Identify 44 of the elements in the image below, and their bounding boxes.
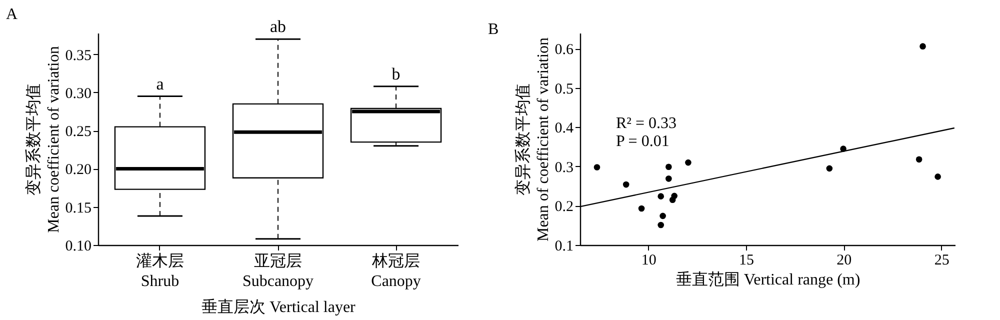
x-tick-label: 25 — [934, 252, 950, 268]
y-tick-label: 0.1 — [554, 238, 574, 254]
annotation: R² = 0.33 — [616, 115, 676, 132]
y-tick-label: 0.25 — [65, 124, 92, 140]
point — [658, 222, 664, 228]
chart-title: A — [6, 6, 18, 24]
y-tick-label: 0.6 — [554, 42, 574, 58]
x-axis-title: 垂直范围 Vertical range (m) — [676, 270, 860, 288]
y-tick-label: 0.4 — [554, 120, 574, 137]
x-tick-label: 15 — [739, 252, 754, 268]
point — [920, 43, 926, 50]
x-tick-label: 林冠层 Canopy — [371, 252, 421, 290]
y-axis-title: 变异系数平均值 Mean coefficient of variation — [24, 46, 62, 233]
point — [660, 212, 666, 220]
x-tick-label: 20 — [836, 252, 852, 268]
y-tick-label: 0.2 — [554, 199, 574, 216]
x-tick-label: 灌木层 Shrub — [136, 252, 184, 290]
y-tick-label: 0.10 — [65, 238, 92, 254]
point — [666, 164, 672, 170]
point — [658, 193, 664, 200]
x-axis-title: 垂直层次 Vertical layer — [202, 298, 356, 316]
annotation: P = 0.01 — [616, 133, 670, 150]
point — [685, 159, 692, 166]
point — [671, 192, 678, 200]
point — [916, 156, 922, 163]
y-tick-label: 0.30 — [65, 86, 92, 102]
annotation: a — [156, 74, 164, 94]
y-axis-title: 变异系数平均值 Mean of coefficient of variation — [514, 37, 552, 242]
point — [666, 175, 672, 182]
y-tick-label: 0.15 — [65, 200, 92, 216]
x-tick-label: 亚冠层 Subcanopy — [242, 253, 314, 290]
point — [622, 181, 630, 188]
y-tick-label: 0.5 — [554, 81, 574, 98]
annotation: ab — [270, 17, 286, 36]
y-tick-label: 0.20 — [65, 162, 92, 178]
chart-title: B — [488, 21, 499, 38]
point — [826, 165, 833, 172]
y-tick-label: 0.35 — [65, 48, 92, 64]
x-tick-label: 10 — [641, 252, 656, 268]
point — [594, 164, 600, 170]
annotation: b — [392, 64, 400, 84]
point — [638, 205, 645, 212]
y-tick-label: 0.3 — [554, 160, 574, 176]
point — [934, 174, 941, 180]
